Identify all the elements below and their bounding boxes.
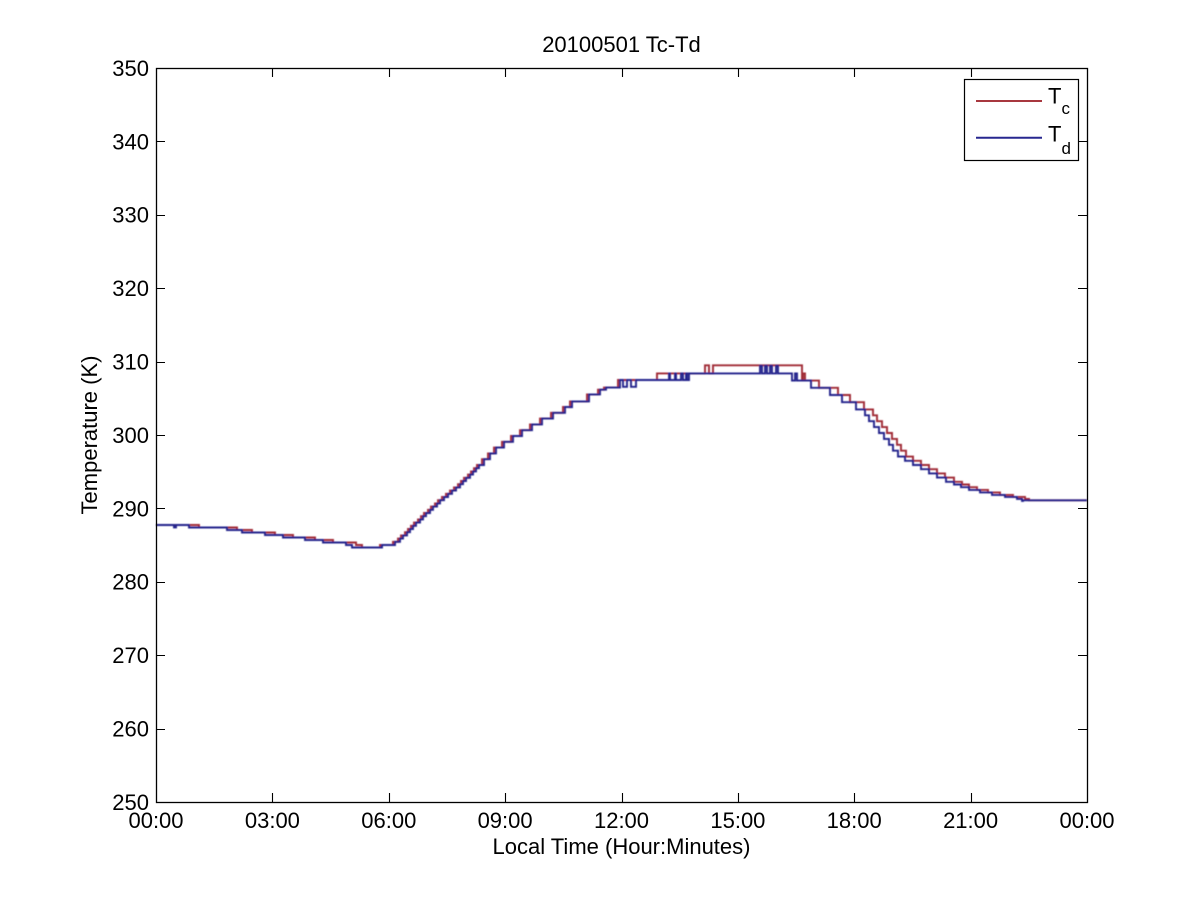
svg-text:12:00: 12:00: [594, 808, 649, 833]
svg-text:00:00: 00:00: [128, 808, 183, 833]
svg-text:09:00: 09:00: [478, 808, 533, 833]
svg-text:290: 290: [112, 496, 149, 521]
svg-text:00:00: 00:00: [1059, 808, 1114, 833]
svg-text:310: 310: [112, 350, 149, 375]
svg-text:Local Time (Hour:Minutes): Local Time (Hour:Minutes): [493, 834, 751, 859]
svg-text:280: 280: [112, 570, 149, 595]
svg-text:350: 350: [112, 56, 149, 81]
svg-text:320: 320: [112, 276, 149, 301]
svg-text:06:00: 06:00: [361, 808, 416, 833]
svg-text:21:00: 21:00: [943, 808, 998, 833]
svg-text:03:00: 03:00: [245, 808, 300, 833]
svg-text:15:00: 15:00: [710, 808, 765, 833]
svg-text:Temperature (K): Temperature (K): [77, 356, 102, 515]
svg-text:260: 260: [112, 717, 149, 742]
svg-text:18:00: 18:00: [827, 808, 882, 833]
svg-text:300: 300: [112, 423, 149, 448]
svg-text:330: 330: [112, 203, 149, 228]
svg-text:250: 250: [112, 790, 149, 815]
svg-text:20100501 Tc-Td: 20100501 Tc-Td: [542, 32, 701, 57]
svg-text:270: 270: [112, 643, 149, 668]
svg-text:340: 340: [112, 129, 149, 154]
